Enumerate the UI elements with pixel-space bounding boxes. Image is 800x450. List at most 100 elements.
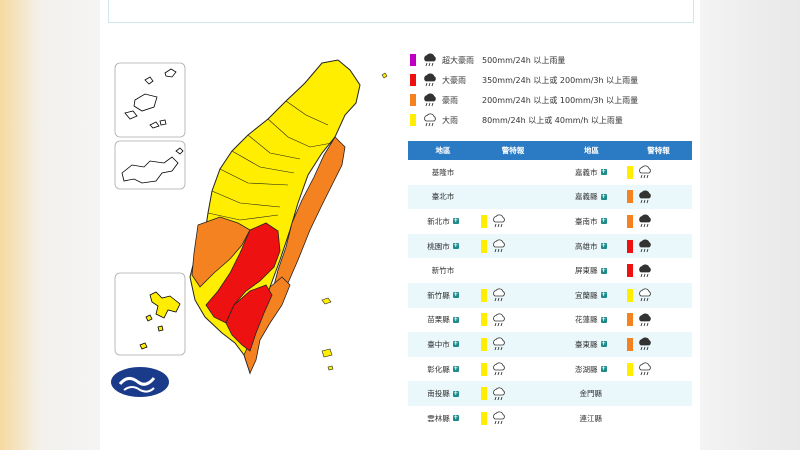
table-row: 臺東縣 +	[558, 332, 692, 357]
area-cell[interactable]: 臺南市 +	[558, 216, 624, 227]
expand-plus-icon[interactable]: +	[600, 217, 607, 225]
warning-cell	[478, 214, 551, 228]
area-name[interactable]: 花蓮縣	[575, 315, 598, 325]
area-cell[interactable]: 屏東縣 +	[558, 265, 624, 276]
area-name[interactable]: 南投縣	[427, 389, 450, 399]
heavy-rain-cloud-icon	[424, 73, 436, 87]
expand-plus-icon[interactable]: +	[452, 389, 459, 397]
area-name[interactable]: 高雄市	[575, 241, 598, 251]
expand-plus-icon[interactable]: +	[600, 192, 607, 200]
area-name: 新竹市	[431, 266, 455, 276]
warning-level-bar	[626, 264, 633, 278]
warning-legend: 超大豪雨 500mm/24h 以上雨量 大豪雨 350mm/24h 以上或 200mm…	[410, 50, 710, 130]
expand-plus-icon[interactable]: +	[600, 340, 607, 348]
area-cell[interactable]: 嘉義市 +	[558, 167, 624, 178]
expand-plus-icon[interactable]: +	[452, 291, 459, 299]
legend-description: 200mm/24h 以上或 100mm/3h 以上雨量	[482, 95, 639, 105]
area-name[interactable]: 新北市	[427, 216, 450, 226]
area-cell[interactable]: 嘉義縣 +	[558, 191, 624, 202]
warning-level-bar	[481, 337, 487, 351]
area-cell[interactable]: 臺中市 +	[408, 339, 478, 350]
area-name[interactable]: 宜蘭縣	[575, 290, 598, 300]
area-cell[interactable]: 臺東縣 +	[558, 339, 624, 350]
area-name[interactable]: 苗栗縣	[427, 315, 450, 325]
area-name: 基隆市	[431, 167, 455, 177]
warning-level-bar	[481, 362, 487, 376]
area-cell[interactable]: 澎湖縣 +	[558, 364, 624, 375]
area-cell[interactable]: 南投縣 +	[408, 388, 478, 399]
legend-row: 豪雨 200mm/24h 以上或 100mm/3h 以上雨量	[410, 90, 710, 110]
heavy-rain-cloud-icon	[424, 93, 436, 107]
expand-plus-icon[interactable]: +	[452, 242, 459, 250]
table-row: 屏東縣 +	[558, 258, 692, 283]
expand-plus-icon[interactable]: +	[600, 365, 607, 373]
legend-description: 80mm/24h 以上或 40mm/h 以上雨量	[482, 115, 623, 125]
area-name[interactable]: 屏東縣	[575, 266, 598, 276]
rain-cloud-outline-icon	[493, 239, 505, 253]
area-cell[interactable]: 宜蘭縣 +	[558, 290, 624, 301]
heavy-rain-cloud-icon	[638, 214, 651, 228]
heavy-rain-cloud-icon	[638, 239, 651, 253]
rain-cloud-outline-icon	[493, 337, 505, 351]
rain-cloud-outline-icon	[493, 288, 505, 302]
area-name[interactable]: 嘉義市	[575, 167, 598, 177]
legend-swatch	[410, 74, 416, 86]
area-cell[interactable]: 雲林縣 +	[408, 413, 478, 424]
legend-description: 350mm/24h 以上或 200mm/3h 以上雨量	[482, 75, 639, 85]
table-row: 基隆市	[408, 160, 692, 185]
expand-plus-icon[interactable]: +	[600, 266, 607, 274]
area-cell[interactable]: 新北市 +	[408, 216, 478, 227]
legend-name: 大雨	[442, 115, 458, 125]
expand-plus-icon[interactable]: +	[600, 242, 607, 250]
rain-cloud-outline-icon	[493, 313, 505, 327]
rain-cloud-outline-icon	[493, 411, 505, 425]
expand-plus-icon[interactable]: +	[452, 217, 459, 225]
expand-plus-icon[interactable]: +	[600, 168, 607, 176]
warning-level-bar	[626, 362, 633, 376]
area-cell: 基隆市	[408, 167, 478, 178]
warning-level-bar	[481, 239, 487, 253]
expand-plus-icon[interactable]: +	[452, 365, 459, 373]
area-name[interactable]: 彰化縣	[427, 364, 450, 374]
warning-cell	[478, 362, 551, 376]
expand-plus-icon[interactable]: +	[600, 315, 607, 323]
legend-swatch	[410, 94, 416, 106]
area-cell[interactable]: 苗栗縣 +	[408, 314, 478, 325]
heavy-rain-cloud-icon	[638, 313, 651, 327]
expand-plus-icon[interactable]: +	[452, 340, 459, 348]
area-name[interactable]: 澎湖縣	[575, 364, 598, 374]
warning-level-bar	[626, 337, 633, 351]
table-row: 新竹市	[408, 258, 692, 283]
warning-level-bar	[481, 313, 487, 327]
warning-cell	[624, 288, 693, 302]
expand-plus-icon[interactable]: +	[452, 315, 459, 323]
area-cell[interactable]: 桃園市 +	[408, 241, 478, 252]
area-name[interactable]: 桃園市	[427, 241, 450, 251]
area-name[interactable]: 臺東縣	[575, 339, 598, 349]
table-row: 嘉義市 +	[558, 160, 692, 185]
expand-plus-icon[interactable]: +	[452, 414, 459, 422]
area-name: 臺北市	[431, 192, 455, 202]
area-name[interactable]: 新竹縣	[427, 290, 450, 300]
warning-level-bar	[626, 239, 633, 253]
table-row: 雲林縣 +	[408, 406, 692, 431]
area-cell[interactable]: 新竹縣 +	[408, 290, 478, 301]
area-name[interactable]: 臺中市	[427, 339, 450, 349]
area-name[interactable]: 臺南市	[575, 216, 598, 226]
area-cell[interactable]: 花蓮縣 +	[558, 314, 624, 325]
warning-cell	[624, 313, 693, 327]
warning-level-bar	[481, 411, 487, 425]
area-cell[interactable]: 高雄市 +	[558, 241, 624, 252]
warning-level-bar	[626, 214, 633, 228]
table-row: 彰化縣 +	[408, 357, 692, 382]
warning-level-bar	[626, 165, 633, 179]
rain-cloud-outline-icon	[638, 288, 651, 302]
rain-cloud-outline-icon	[638, 165, 651, 179]
area-name[interactable]: 雲林縣	[427, 413, 450, 423]
area-cell[interactable]: 彰化縣 +	[408, 364, 478, 375]
heavy-rain-cloud-icon	[638, 190, 651, 204]
header-warning: 警特報	[647, 146, 670, 155]
header-warning: 警特報	[501, 146, 525, 155]
expand-plus-icon[interactable]: +	[600, 291, 607, 299]
area-name[interactable]: 嘉義縣	[575, 192, 598, 202]
